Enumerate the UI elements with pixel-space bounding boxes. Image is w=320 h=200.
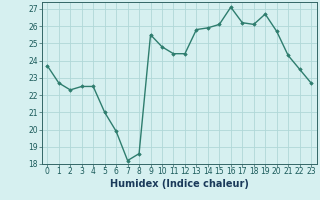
X-axis label: Humidex (Indice chaleur): Humidex (Indice chaleur) <box>110 179 249 189</box>
